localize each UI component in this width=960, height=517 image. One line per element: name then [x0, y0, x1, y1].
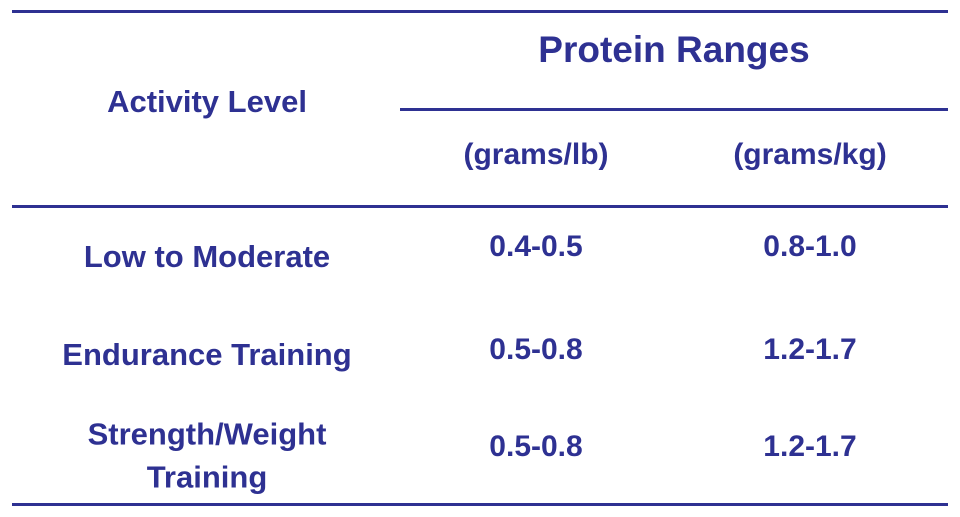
row-label: Low to Moderate	[83, 239, 331, 275]
group-header: Protein Ranges	[538, 29, 810, 71]
cell-value: 1.2-1.7	[763, 429, 857, 463]
cell-value: 0.5-0.8	[489, 332, 583, 366]
group-rule	[400, 108, 948, 111]
bottom-rule	[12, 503, 948, 506]
header-rule	[12, 205, 948, 208]
top-rule	[12, 10, 948, 13]
cell-value: 0.4-0.5	[489, 229, 583, 263]
row-label: Strength/Weight Training	[87, 416, 327, 495]
row-label: Endurance Training	[62, 337, 352, 373]
cell-value: 0.8-1.0	[763, 229, 857, 263]
cell-value: 0.5-0.8	[489, 429, 583, 463]
unit-header: (grams/lb)	[463, 137, 609, 171]
unit-header: (grams/kg)	[733, 137, 887, 171]
row-header: Activity Level	[107, 84, 307, 120]
cell-value: 1.2-1.7	[763, 332, 857, 366]
